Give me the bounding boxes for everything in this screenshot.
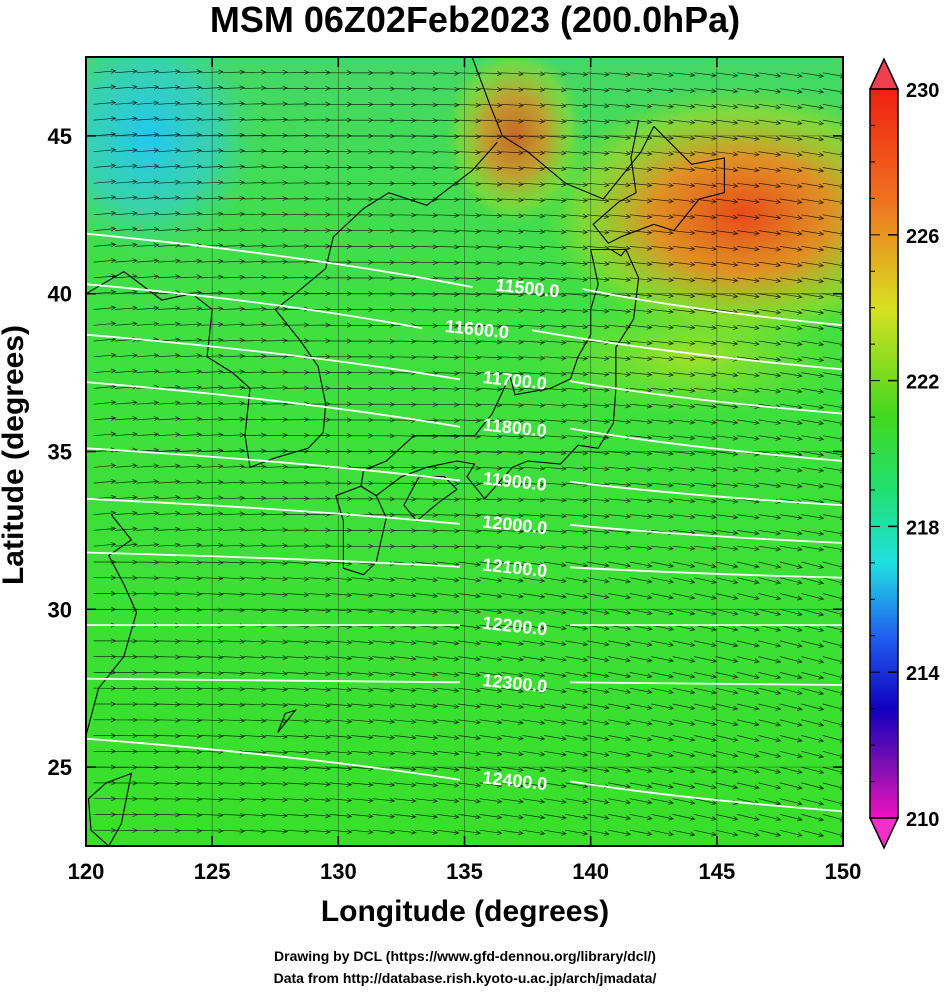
map-title: MSM 06Z02Feb2023 (200.0hPa)	[209, 0, 741, 40]
contour-line-12100.0	[86, 551, 843, 579]
coastline-9	[598, 248, 627, 257]
coastline-3	[360, 248, 640, 500]
cold-region	[86, 57, 260, 256]
x-axis-label: Longitude (degrees)	[320, 895, 610, 928]
x-tick-label: 125	[194, 859, 231, 884]
x-tick-label: 120	[68, 859, 105, 884]
x-tick-label: 130	[320, 859, 357, 884]
credit-data-source: Data from http://database.rish.kyoto-u.a…	[273, 970, 657, 986]
x-tick-label: 145	[698, 859, 735, 884]
coastline-2	[592, 119, 725, 244]
colorbar-min-triangle	[868, 817, 900, 850]
coastline-7	[86, 514, 138, 736]
x-tick-label: 150	[825, 859, 862, 884]
colorbar-tick-label: 230	[906, 80, 939, 102]
colorbar-tick-label: 226	[906, 226, 939, 248]
contour-line-12000.0	[86, 497, 843, 544]
colorbar-max-triangle	[868, 57, 900, 90]
colorbar-tick-label: 214	[906, 663, 940, 685]
contour-line-12300.0	[86, 677, 843, 686]
contour-line-11700.0	[86, 333, 843, 415]
x-tick-label: 135	[446, 859, 483, 884]
colorbar-tick-label: 210	[906, 809, 939, 831]
wind-vectors	[93, 68, 843, 838]
colorbar-tick-label: 222	[906, 372, 939, 394]
wind-arrows	[93, 68, 843, 838]
y-tick-label: 40	[48, 282, 72, 307]
contour-line-11500.0	[86, 232, 843, 327]
warm-region-east	[542, 84, 843, 345]
y-tick-label: 30	[48, 597, 72, 622]
y-tick-label: 35	[48, 440, 72, 465]
credit-dcl: Drawing by DCL (https://www.gfd-dennou.o…	[274, 948, 656, 964]
contour-line-11600.0	[86, 283, 843, 371]
y-tick-label: 25	[48, 755, 72, 780]
coastline-6	[87, 772, 133, 846]
x-tick-label: 140	[572, 859, 609, 884]
colorbar-tick-label: 218	[906, 517, 939, 539]
contour-line-11800.0	[86, 381, 843, 462]
plot-area: 11500.011600.011700.011800.011900.012000…	[86, 57, 843, 846]
contour-line-12400.0	[86, 737, 843, 813]
y-tick-label: 45	[48, 124, 72, 149]
colorbar: 230 226 222 218 214 210	[868, 57, 940, 850]
contour-line-11900.0	[86, 447, 843, 507]
